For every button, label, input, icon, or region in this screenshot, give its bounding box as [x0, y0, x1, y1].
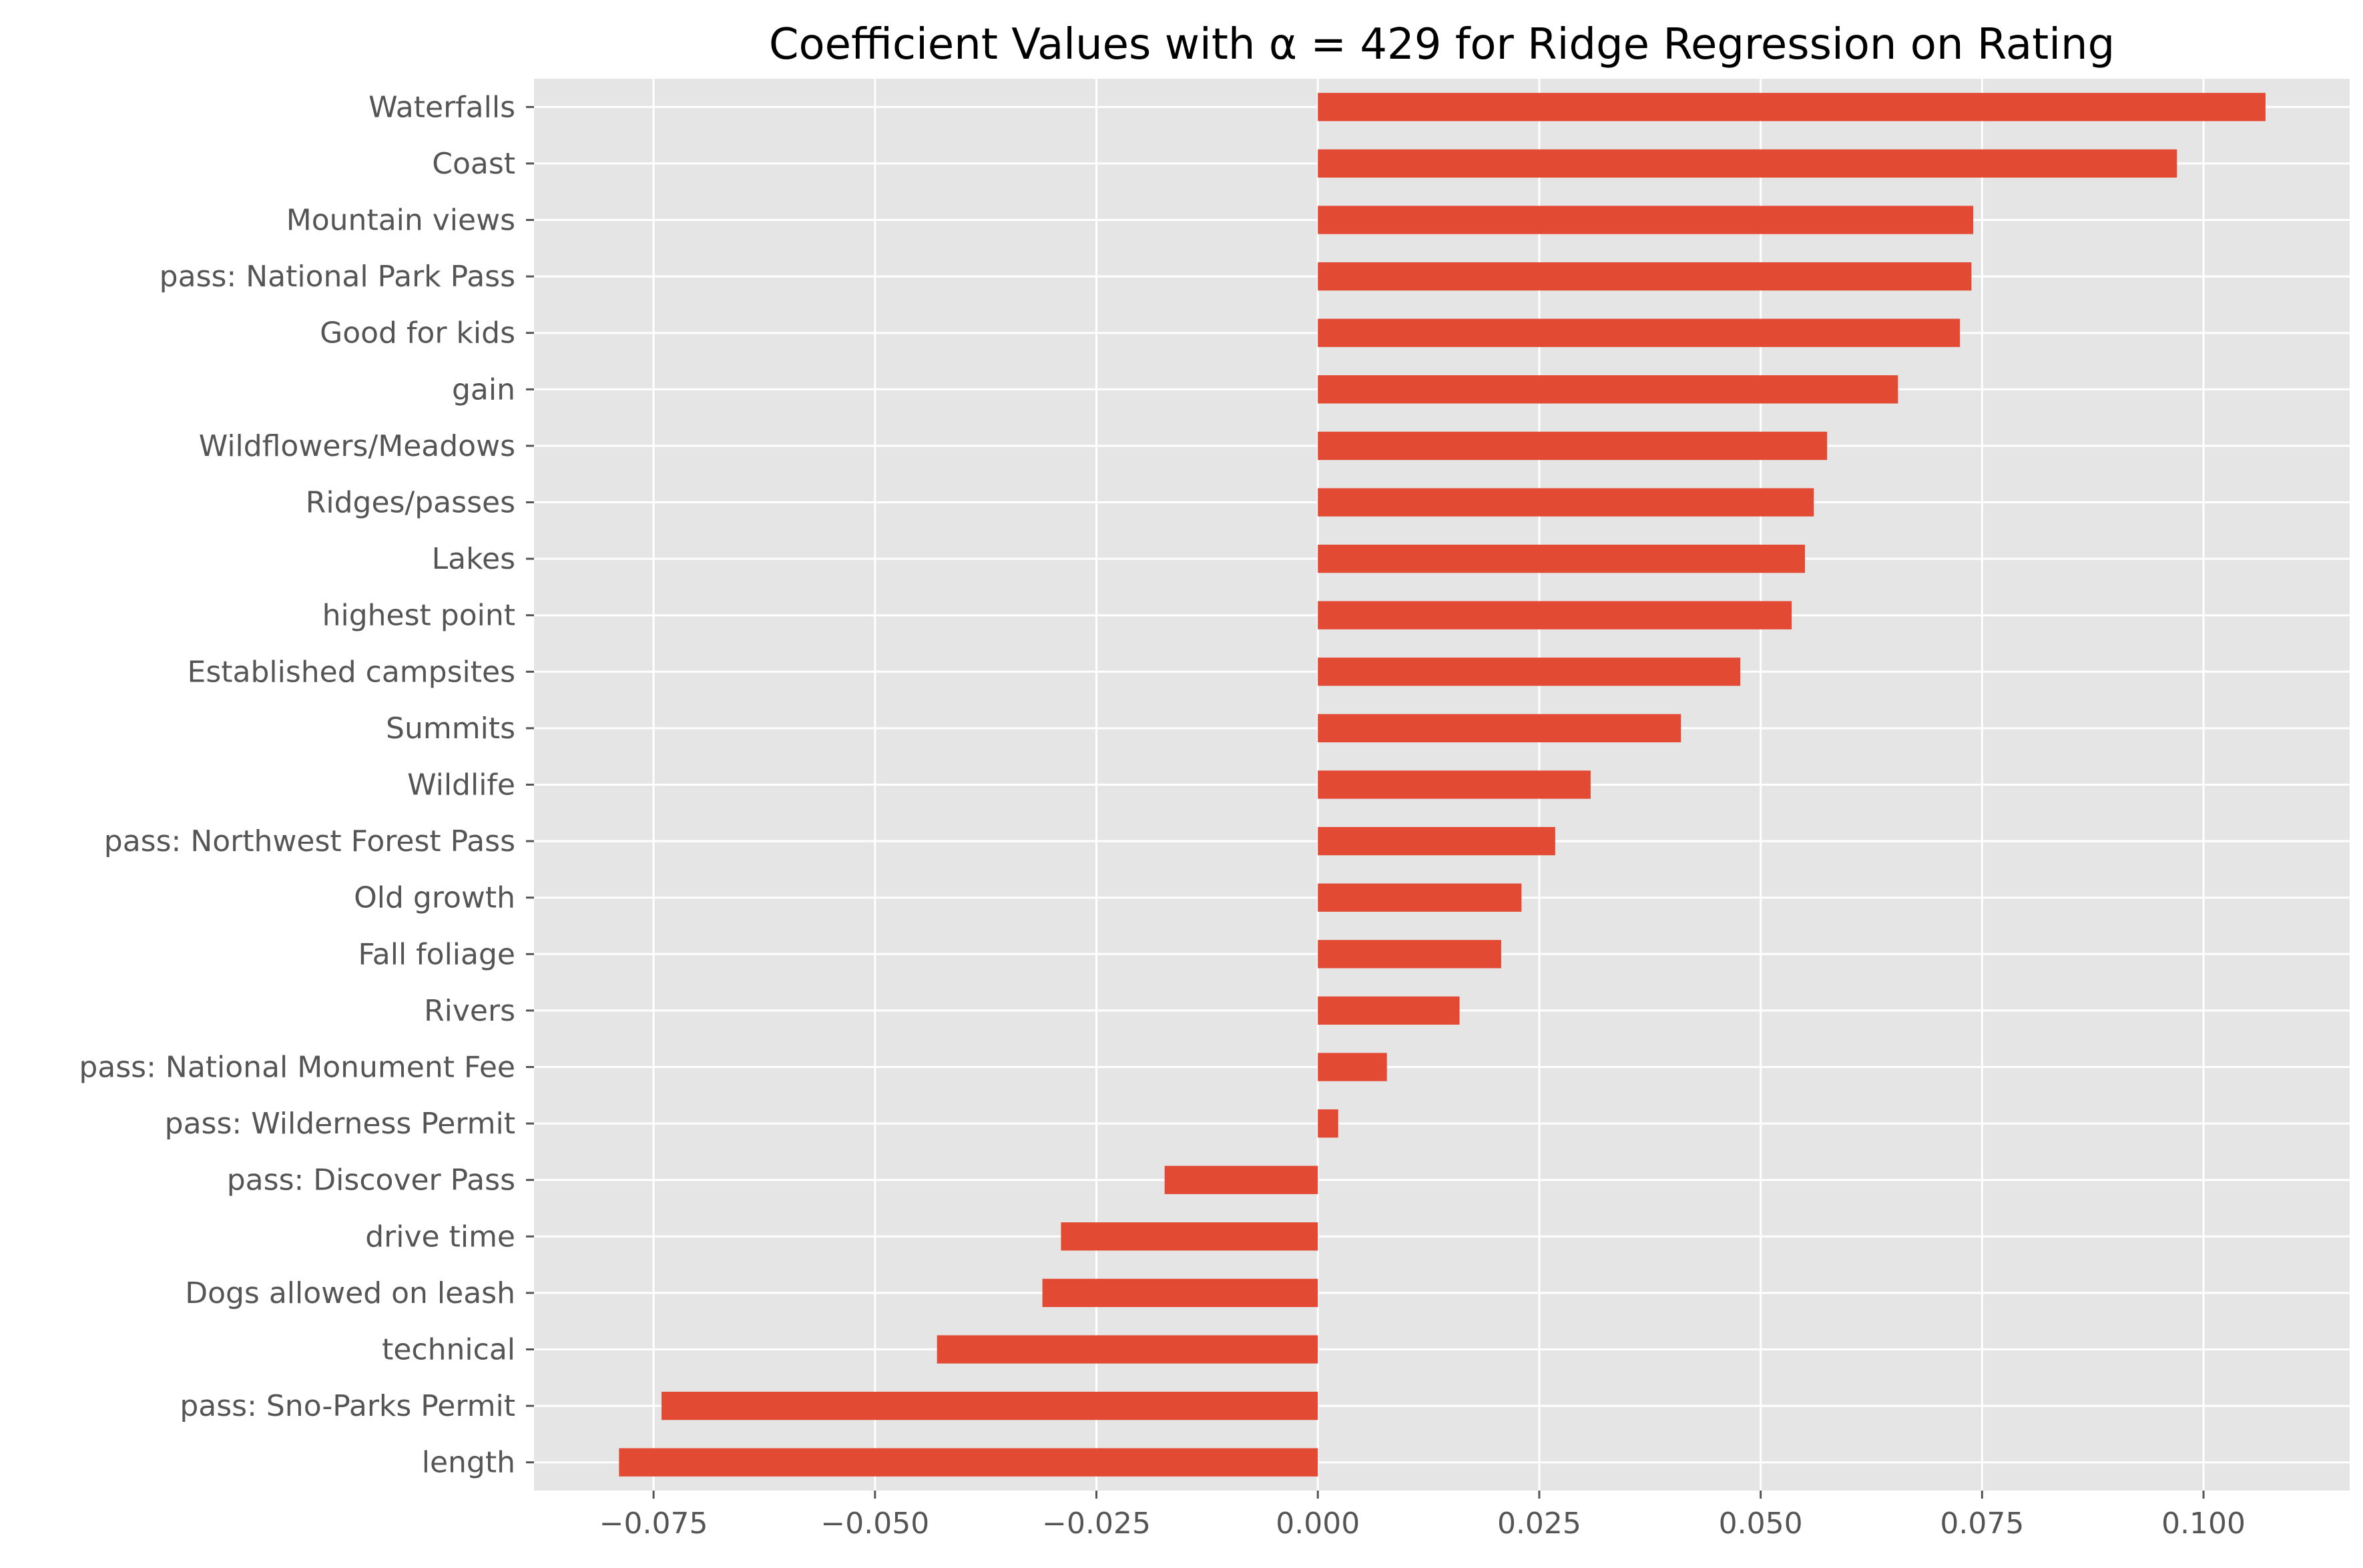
y-tick-label: pass: Wilderness Permit	[165, 1107, 515, 1141]
bar	[619, 1448, 1318, 1477]
bar	[1318, 940, 1501, 969]
y-tick-label: Wildlife	[407, 768, 515, 802]
y-tick-label: Dogs allowed on leash	[185, 1276, 515, 1310]
y-tick-label: pass: Northwest Forest Pass	[104, 824, 515, 858]
y-tick-label: drive time	[365, 1220, 515, 1254]
x-tick-label: −0.050	[820, 1507, 929, 1541]
y-tick-label: Coast	[432, 147, 515, 181]
y-tick-label: Waterfalls	[368, 90, 515, 124]
bar	[1318, 658, 1741, 686]
bar	[1318, 149, 2177, 178]
y-tick-label: Summits	[386, 712, 515, 746]
y-tick-label: Mountain views	[286, 204, 515, 238]
x-tick-label: 0.050	[1719, 1507, 1803, 1541]
x-tick-label: 0.075	[1940, 1507, 2024, 1541]
bar	[1318, 883, 1522, 912]
y-tick-label: Old growth	[354, 881, 515, 915]
y-tick-label: Rivers	[424, 994, 515, 1028]
bar	[1318, 375, 1898, 404]
bar	[1318, 544, 1805, 573]
bar	[1318, 206, 1974, 234]
y-tick-label: Fall foliage	[358, 937, 516, 971]
y-tick-label: highest point	[322, 599, 515, 633]
bar	[1318, 318, 1960, 347]
bar	[1061, 1222, 1318, 1251]
bar	[1164, 1165, 1318, 1194]
bar	[1318, 262, 1972, 291]
bar	[937, 1335, 1318, 1364]
bar	[1042, 1278, 1318, 1308]
y-tick-label: length	[422, 1446, 515, 1480]
bar	[1318, 1109, 1338, 1138]
y-tick-label: Wildflowers/Meadows	[199, 429, 515, 463]
bar	[1318, 826, 1555, 856]
y-tick-label: technical	[382, 1333, 515, 1367]
y-tick-label: Established campsites	[188, 655, 515, 689]
bar	[1318, 714, 1681, 743]
y-tick-label: Good for kids	[320, 316, 515, 350]
y-tick-labels: Waterfalls Coast Mountain views pass: Natio…	[79, 90, 534, 1480]
bar	[1318, 93, 2266, 121]
y-tick-label: Lakes	[432, 542, 515, 576]
x-tick-label: −0.075	[599, 1507, 708, 1541]
bar	[1318, 431, 1828, 461]
y-tick-label: pass: National Park Pass	[160, 260, 515, 294]
x-tick-label: −0.025	[1042, 1507, 1151, 1541]
x-tick-labels: −0.075 −0.050 −0.025 0.000 0.025 0.050 0.075 0.…	[599, 1491, 2246, 1541]
bars	[619, 93, 2266, 1477]
bar	[662, 1391, 1318, 1420]
bar	[1318, 1053, 1387, 1081]
y-tick-label: pass: National Monument Fee	[79, 1051, 515, 1085]
y-tick-label: gain	[452, 372, 515, 407]
y-tick-label: pass: Sno-Parks Permit	[180, 1389, 515, 1423]
bar	[1318, 488, 1814, 517]
bar	[1318, 996, 1460, 1025]
bar	[1318, 601, 1792, 629]
chart-title: Coefficient Values with α = 429 for Ridg…	[769, 20, 2115, 69]
y-tick-label: Ridges/passes	[306, 486, 515, 520]
x-tick-label: 0.100	[2161, 1507, 2246, 1541]
y-tick-label: pass: Discover Pass	[227, 1163, 515, 1198]
x-tick-label: 0.025	[1497, 1507, 1581, 1541]
x-tick-label: 0.000	[1276, 1507, 1360, 1541]
bar	[1318, 770, 1591, 799]
